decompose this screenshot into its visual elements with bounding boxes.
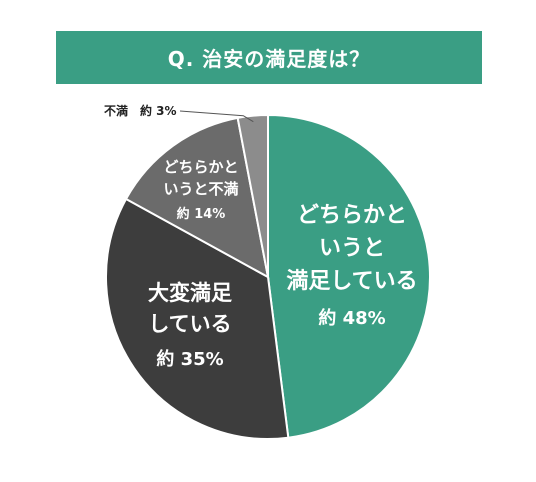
slice-value-label: 約 35% xyxy=(156,348,223,370)
pie-slice-1 xyxy=(267,113,431,439)
slice-label-line: いうと不満 xyxy=(163,180,238,198)
pie-slice-4 xyxy=(236,113,269,278)
pie-slices xyxy=(105,113,431,440)
slice-outside-label: 不満 約 3% xyxy=(104,103,177,118)
slice-label-line: 大変満足 xyxy=(148,281,232,305)
slice-label-line: している xyxy=(148,312,231,336)
slice-label-line: どちらかと xyxy=(297,203,407,228)
slice-value-label: 約 48% xyxy=(318,307,385,329)
slice-label-line: どちらかと xyxy=(163,158,238,176)
chart-title: Q. 治安の満足度は？ xyxy=(167,47,371,71)
slice-label-line: 満足している xyxy=(286,268,417,294)
slice-value-label: 約 14% xyxy=(177,206,226,222)
slice-label-line: いうと xyxy=(319,236,385,261)
pie-slice-2 xyxy=(105,197,290,440)
title-banner: Q. 治安の満足度は？ xyxy=(56,31,482,84)
leader-line xyxy=(179,110,254,123)
pie-slice-3 xyxy=(124,116,270,279)
